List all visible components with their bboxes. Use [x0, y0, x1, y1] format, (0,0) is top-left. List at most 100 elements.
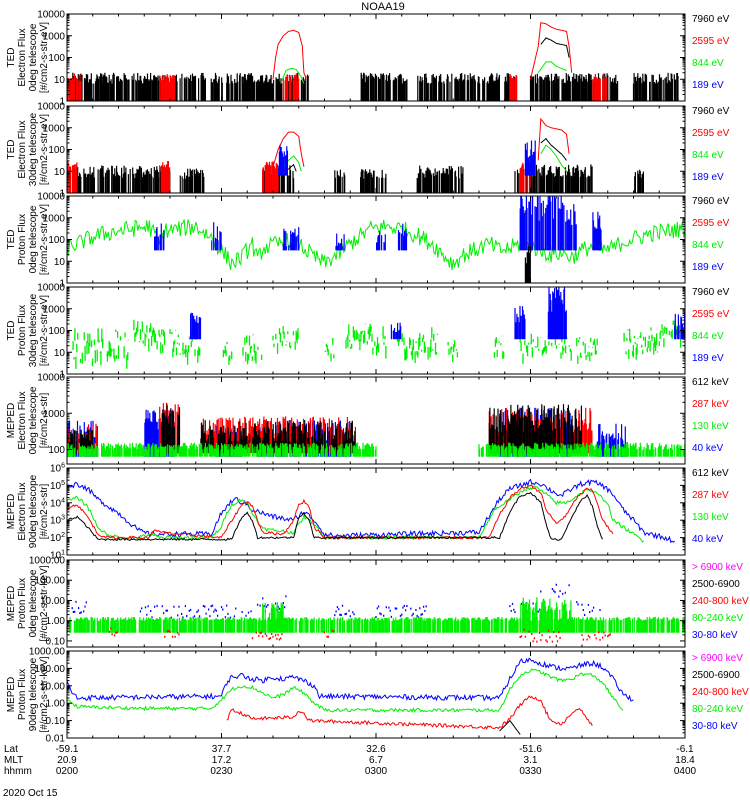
series-844-ev-hump-2 — [537, 61, 567, 73]
y-tick-label: 100 — [48, 445, 65, 456]
figure-title: NOAA19 — [361, 1, 404, 13]
series-2595-ev-hump — [272, 29, 307, 80]
series-240-800-kev — [108, 627, 611, 643]
legend-entry: 30-80 keV — [692, 721, 738, 732]
legend-entry: 7960 eV — [692, 287, 730, 298]
legend-entry: 612 keV — [692, 468, 729, 479]
y-tick-label: 102 — [50, 532, 65, 544]
panel-data-ted-e-30 — [67, 117, 644, 193]
series-bars — [67, 597, 685, 633]
x-tick-label-lat: -51.6 — [519, 744, 542, 755]
series-80-240-kev — [67, 667, 624, 714]
series-189-ev — [278, 140, 536, 176]
legend-entry: 2595 eV — [692, 309, 730, 320]
legend-entry: 844 eV — [692, 331, 724, 342]
legend-entry: 7960 eV — [692, 196, 730, 207]
y-tick-label: 1.00 — [46, 699, 66, 710]
series-30-80-kev — [71, 583, 601, 619]
y-tick-label: 0.10 — [46, 636, 66, 647]
y-axis-label-line: TED — [6, 321, 17, 341]
panel-meped-p-90: 1000.00 100.00 10.00 1.00 0.10 0.01 MEPED Proto… — [6, 647, 749, 745]
y-axis-label-line: MEPED — [6, 403, 17, 439]
y-axis-label-line: TED — [6, 230, 17, 250]
y-axis-label-line: [#/cm2-s-str-eV] — [39, 295, 50, 366]
series-line — [67, 219, 685, 270]
x-tick-label-hhmm: 0300 — [365, 766, 388, 777]
series-2595-ev — [67, 73, 608, 101]
y-tick-label: 10 — [54, 75, 66, 86]
legend-entry: 2500-6900 — [692, 670, 740, 681]
y-axis-label-line: 30deg telescope — [28, 112, 39, 186]
y-tick-label: 1000 — [43, 31, 66, 42]
series-2500-6900 — [499, 719, 521, 735]
y-axis-label-line: [#/cm2-s-str-keV] — [39, 565, 50, 641]
series-bars — [190, 287, 685, 340]
y-tick-exponent: 5 — [61, 480, 65, 487]
legend-entry: 130 keV — [692, 512, 729, 523]
y-axis-label-line: 90deg telescope — [28, 474, 39, 548]
y-tick-label: 1000 — [43, 123, 66, 134]
y-axis-label-line: 0deg telescope — [28, 23, 39, 91]
series-line — [272, 29, 307, 80]
y-tick-label: 10.00 — [40, 681, 65, 692]
x-tick-label-lat: 32.6 — [366, 744, 386, 755]
series-189-ev — [190, 287, 685, 340]
legend-entry: 80-240 keV — [692, 613, 743, 624]
series-line — [540, 37, 570, 58]
x-tick-label-mlt: 17.2 — [212, 755, 232, 766]
legend-entry: > 6900 keV — [692, 653, 743, 664]
x-tick-label-mlt: 20.9 — [57, 755, 77, 766]
series-line — [67, 478, 676, 544]
y-tick-label: 10000 — [37, 192, 65, 203]
y-axis-label-line: [#/cm2-s-str-eV] — [39, 114, 50, 185]
series-240-800-kev — [226, 695, 593, 730]
y-tick-label: 1000.00 — [29, 556, 66, 567]
legend-entry: 30-80 keV — [692, 630, 738, 641]
y-axis-label-line: 90deg telescope — [28, 657, 39, 731]
y-axis-label-line: Electron Flux — [17, 28, 28, 86]
panel-ted-e-0: 10000 1000 100 10 1 TED Electron Flux 0deg tele… — [6, 10, 730, 108]
y-axis-label-line: Proton Flux — [17, 578, 28, 629]
series-line — [537, 117, 570, 161]
y-axis-label-line: MEPED — [6, 494, 17, 530]
y-axis-label-line: Electron Flux — [17, 482, 28, 540]
y-axis-label-line: MEPED — [6, 586, 17, 622]
series-bars — [524, 246, 531, 283]
y-tick-label: 100 — [48, 235, 65, 246]
y-tick-label: 10000 — [37, 102, 65, 113]
y-tick-label: 1 — [59, 97, 65, 108]
y-tick-label: 100 — [48, 326, 65, 337]
panel-ted-p-30: 10000 1000 100 10 1 TED Proton Flux 30deg teles… — [6, 283, 730, 381]
series-line — [280, 67, 305, 84]
y-axis-label-line: [#/cm2-s-str-keV] — [39, 656, 50, 732]
series-line — [499, 719, 521, 735]
legend-entry: 844 eV — [692, 150, 724, 161]
series-612-kev — [67, 491, 604, 541]
x-axis-row-label: MLT — [4, 755, 23, 766]
legend-entry: 40 keV — [692, 534, 723, 545]
series-line — [537, 61, 567, 73]
panel-ted-p-0: 10000 1000 100 10 1 TED Proton Flux 0deg telesc… — [6, 192, 730, 290]
y-tick-label: 100.00 — [34, 576, 65, 587]
panel-frame — [66, 559, 686, 648]
series-line — [226, 695, 593, 730]
series-2595-ev-hump — [272, 131, 305, 168]
series-7960-ev — [524, 246, 531, 283]
y-tick-label: 100 — [48, 53, 65, 64]
y-axis-label-line: TED — [6, 48, 17, 68]
panel-data-ted-p-0 — [67, 196, 685, 283]
panel-meped-e-0: 10000 1000 100 MEPED Electron Flux 0deg teles… — [6, 373, 729, 465]
series-line — [67, 657, 634, 702]
series-bars — [72, 164, 644, 193]
series-line — [272, 131, 305, 168]
legend-entry: 189 eV — [692, 262, 724, 273]
series-dashes — [72, 319, 685, 369]
series-7960-ev-hump-2 — [540, 37, 570, 58]
y-axis-label-line: [#/cm2-s-str-eV] — [39, 204, 50, 275]
y-tick-label: 104 — [50, 497, 65, 509]
panel-data-meped-p-90 — [67, 657, 634, 735]
series-bars — [67, 161, 531, 193]
panel-data-meped-e-0 — [67, 402, 685, 457]
